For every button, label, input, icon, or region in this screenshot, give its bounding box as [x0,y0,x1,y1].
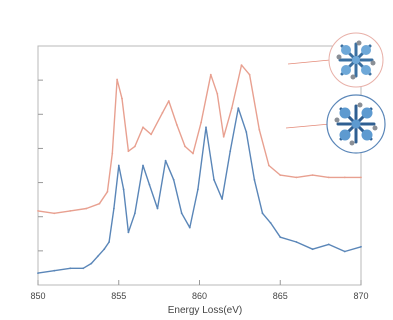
connector-blue [285,123,331,129]
x-tick-label: 855 [111,291,126,301]
series-point-1 [213,178,215,181]
series-point-0 [327,176,330,179]
series-point-0 [268,164,270,167]
molecule-top-icon [336,40,376,80]
series-point-0 [161,112,164,114]
series-point-0 [184,145,186,148]
series-point-1 [279,236,282,239]
series-point-0 [209,73,212,76]
series-point-1 [37,272,39,274]
series-point-0 [106,190,109,193]
series-point-0 [192,152,194,155]
y-axis-ticks [38,79,43,252]
series-point-0 [311,174,314,177]
series-point-1 [117,164,120,167]
series-point-1 [360,245,362,248]
series-point-0 [98,202,101,205]
series-point-0 [134,145,136,148]
series-point-1 [205,126,207,129]
series-point-0 [240,64,243,66]
series-point-1 [295,241,298,243]
series-point-1 [90,262,93,265]
structure-inset-bottom [326,94,386,154]
series-point-0 [279,174,282,177]
series-point-0 [295,176,298,179]
x-axis-ticks [37,280,362,285]
series-point-0 [200,121,203,124]
series-point-1 [197,188,199,191]
series-point-1 [122,188,125,191]
series-point-1 [221,198,224,200]
x-tick-label: 860 [192,291,207,301]
x-tick-label: 865 [273,291,288,301]
series-point-1 [229,150,232,153]
series-point-0 [37,210,39,212]
series-point-0 [230,107,233,109]
series-point-0 [111,152,114,155]
series-point-1 [253,178,256,181]
series-point-1 [245,131,248,133]
series-point-0 [216,92,219,95]
connector-orange [287,59,331,65]
series-point-1 [164,159,167,162]
series-point-0 [69,210,72,212]
series-point-1 [237,107,240,109]
series-point-1 [327,243,330,246]
series-point-0 [53,212,56,215]
series-point-1 [127,231,130,234]
series-point-1 [53,269,56,272]
series-point-0 [121,97,123,100]
structure-inset-top [328,32,384,88]
series-point-0 [258,128,261,131]
series-point-0 [222,135,225,138]
series-point-1 [134,212,136,215]
series-point-1 [103,248,106,251]
series-point-1 [269,222,272,224]
series-point-0 [343,176,346,179]
series-point-0 [85,207,88,210]
series-point-1 [113,207,115,210]
series-point-1 [148,183,151,186]
series-point-1 [142,164,144,167]
series-point-1 [311,248,314,251]
x-axis-label: Energy Loss(eV) [168,305,242,316]
series-point-0 [127,150,130,153]
series-point-1 [156,207,159,210]
x-axis-tick-labels: 850 855 860 865 870 [30,291,368,301]
x-tick-label: 870 [353,291,368,301]
molecule-bottom-icon [334,102,378,146]
series-line-0 [37,64,361,214]
series-point-1 [261,212,264,215]
series-point-1 [96,255,99,258]
series-point-1 [343,250,346,253]
series-point-0 [150,133,153,136]
series-point-0 [360,176,362,179]
series-point-1 [82,267,85,270]
series-point-0 [176,124,178,126]
series-point-0 [116,78,118,81]
series-point-1 [69,267,72,270]
series-point-0 [248,73,251,76]
series-point-1 [172,178,175,181]
x-tick-label: 850 [30,291,45,301]
series-layer [37,64,362,274]
series-point-1 [108,241,110,243]
series-line-1 [37,107,362,274]
series-point-0 [167,100,170,102]
series-point-1 [188,226,191,229]
series-point-1 [180,212,183,215]
series-point-0 [142,126,144,129]
